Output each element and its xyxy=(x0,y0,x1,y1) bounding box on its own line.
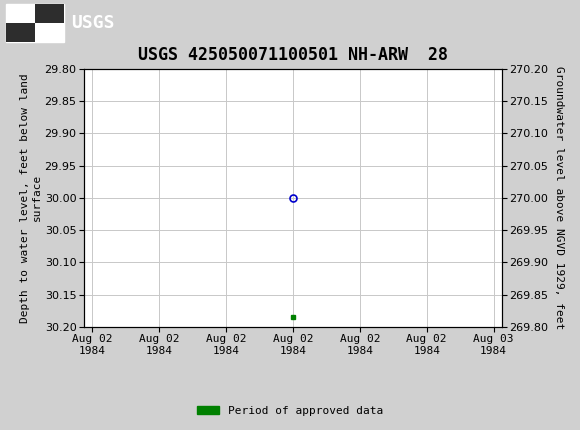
Bar xyxy=(6,3,64,42)
Legend: Period of approved data: Period of approved data xyxy=(193,401,387,420)
Text: USGS: USGS xyxy=(71,14,114,31)
Bar xyxy=(6,22,35,42)
Bar xyxy=(35,3,64,22)
Y-axis label: Groundwater level above NGVD 1929, feet: Groundwater level above NGVD 1929, feet xyxy=(554,66,564,329)
Title: USGS 425050071100501 NH-ARW  28: USGS 425050071100501 NH-ARW 28 xyxy=(138,46,448,64)
Y-axis label: Depth to water level, feet below land
surface: Depth to water level, feet below land su… xyxy=(20,73,42,322)
